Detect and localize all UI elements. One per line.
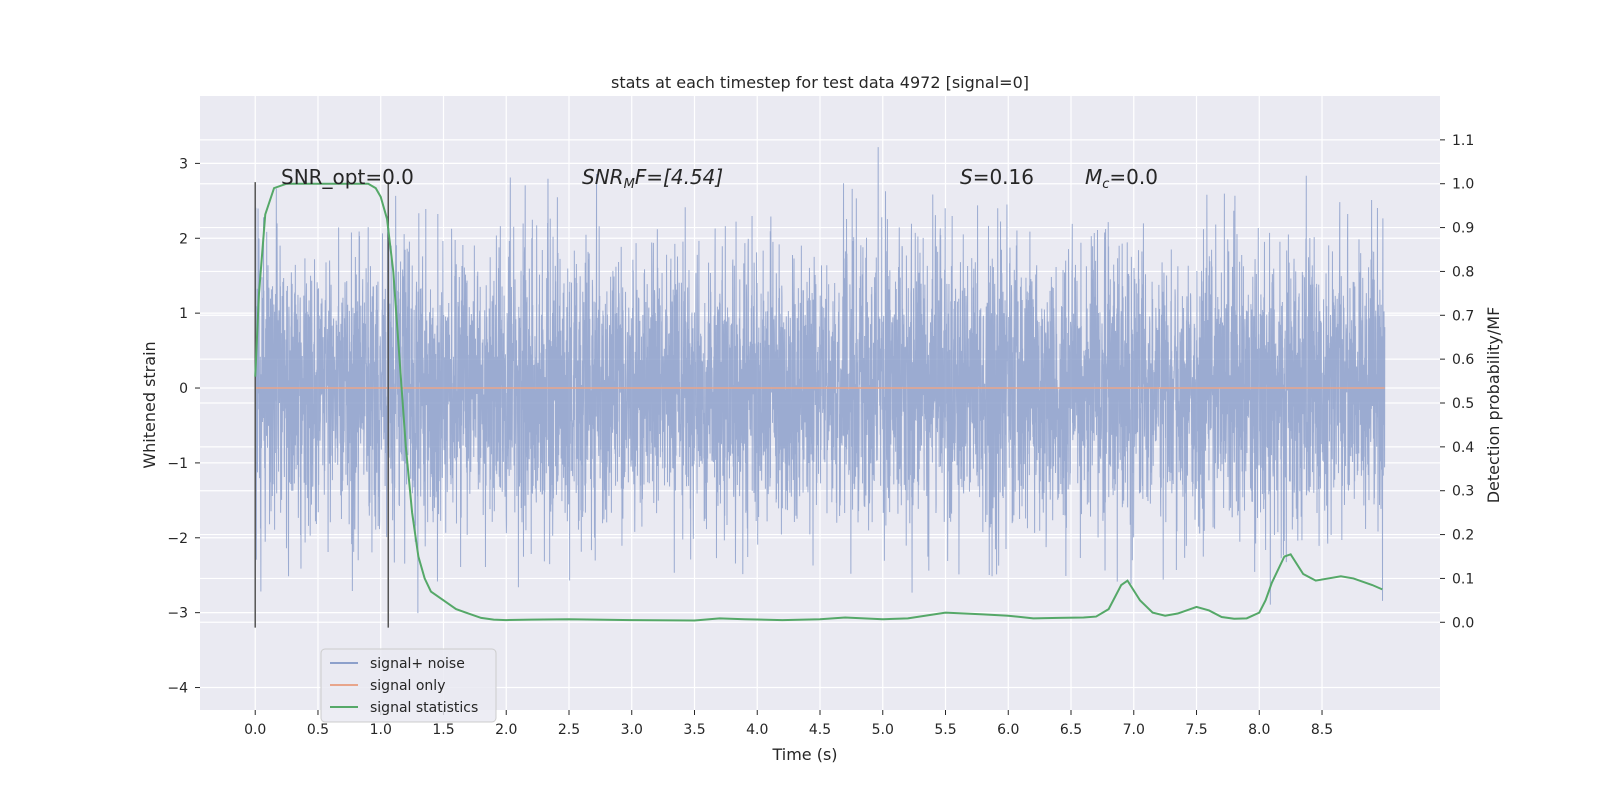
x-axis-label: Time (s) (771, 745, 837, 764)
y-left-axis-ticks: −4 −3 −2 −1 0 1 2 3 (167, 156, 200, 697)
y-right-tick-label-0: 0.0 (1452, 615, 1474, 631)
x-tick-label-3: 1.5 (432, 722, 454, 738)
vertical-lines (254, 182, 390, 628)
mc-symbol: M (1085, 165, 1102, 189)
snr-mf-subscript: M (624, 177, 635, 192)
x-tick-label-4: 2.0 (495, 722, 517, 738)
annotation-snr-opt: SNR_opt=0.0 (281, 165, 414, 189)
y-right-tick-label-3: 0.3 (1452, 484, 1474, 500)
y-left-tick-label-5: 1 (179, 306, 188, 322)
chart-title: stats at each timestep for test data 497… (611, 73, 1029, 92)
s-symbol: S (960, 165, 973, 189)
y-left-tick-label-1: −3 (167, 606, 188, 622)
y-right-tick-label-6: 0.6 (1452, 352, 1474, 368)
x-tick-label-12: 6.0 (997, 722, 1019, 738)
x-tick-label-5: 2.5 (558, 722, 580, 738)
y-left-tick-label-3: −1 (167, 456, 188, 472)
x-tick-label-9: 4.5 (809, 722, 831, 738)
snr-mf-value: F=[4.54] (635, 165, 723, 189)
noise-trace (254, 147, 1386, 614)
x-tick-label-1: 0.5 (307, 722, 329, 738)
y-right-tick-label-5: 0.5 (1452, 396, 1474, 412)
x-tick-label-14: 7.0 (1123, 722, 1145, 738)
x-tick-label-16: 8.0 (1248, 722, 1270, 738)
x-tick-label-6: 3.0 (621, 722, 643, 738)
y-right-tick-label-11: 1.1 (1452, 133, 1474, 149)
legend-label-signal-statistics: signal statistics (370, 700, 478, 716)
x-tick-label-11: 5.5 (934, 722, 956, 738)
y-right-axis-ticks: 0.0 0.1 0.2 0.3 0.4 0.5 0.6 0.7 0.8 0.9 1.0 1.1 (1440, 133, 1474, 631)
mc-value: =0.0 (1109, 165, 1158, 189)
legend: signal+ noise signal only signal statist… (320, 648, 497, 723)
series-signal-statistics (254, 182, 1383, 622)
x-tick-label-8: 4.0 (746, 722, 768, 738)
legend-label-signal-noise: signal+ noise (370, 656, 465, 672)
x-tick-label-17: 8.5 (1311, 722, 1333, 738)
annotation-mc: Mc=0.0 (1085, 165, 1158, 192)
y-right-tick-label-9: 0.9 (1452, 221, 1474, 237)
y-right-tick-label-10: 1.0 (1452, 177, 1474, 193)
y-left-tick-label-4: 0 (179, 381, 188, 397)
y-left-tick-label-0: −4 (167, 681, 188, 697)
y-right-axis-label: Detection probability/MF (1484, 307, 1503, 504)
snr-mf-symbol: SNR (582, 165, 624, 189)
y-right-tick-label-4: 0.4 (1452, 440, 1474, 456)
x-axis-ticks: 0.0 0.5 1.0 1.5 2.0 2.5 3.0 3.5 4.0 4.5 5.0 5.5 6.0 6… (244, 710, 1333, 738)
series-signal-noise (254, 147, 1386, 614)
y-left-axis-label: Whitened strain (140, 341, 159, 468)
y-right-tick-label-2: 0.2 (1452, 528, 1474, 544)
annotation-s: S=0.16 (960, 165, 1034, 189)
x-tick-label-13: 6.5 (1060, 722, 1082, 738)
y-right-tick-label-7: 0.7 (1452, 308, 1474, 324)
annotation-snr-mf: SNRMF=[4.54] (582, 165, 723, 192)
y-left-tick-label-7: 3 (179, 156, 188, 172)
legend-label-signal-only: signal only (370, 678, 445, 694)
x-tick-label-7: 3.5 (683, 722, 705, 738)
x-tick-label-0: 0.0 (244, 722, 266, 738)
s-value: =0.16 (973, 165, 1034, 189)
y-left-tick-label-2: −2 (167, 531, 188, 547)
y-left-tick-label-6: 2 (179, 231, 188, 247)
x-tick-label-2: 1.0 (370, 722, 392, 738)
legend-box (320, 648, 497, 723)
x-tick-label-10: 5.0 (872, 722, 894, 738)
y-right-tick-label-1: 0.1 (1452, 571, 1474, 587)
x-tick-label-15: 7.5 (1185, 722, 1207, 738)
y-right-tick-label-8: 0.8 (1452, 264, 1474, 280)
mc-subscript: c (1102, 177, 1109, 192)
